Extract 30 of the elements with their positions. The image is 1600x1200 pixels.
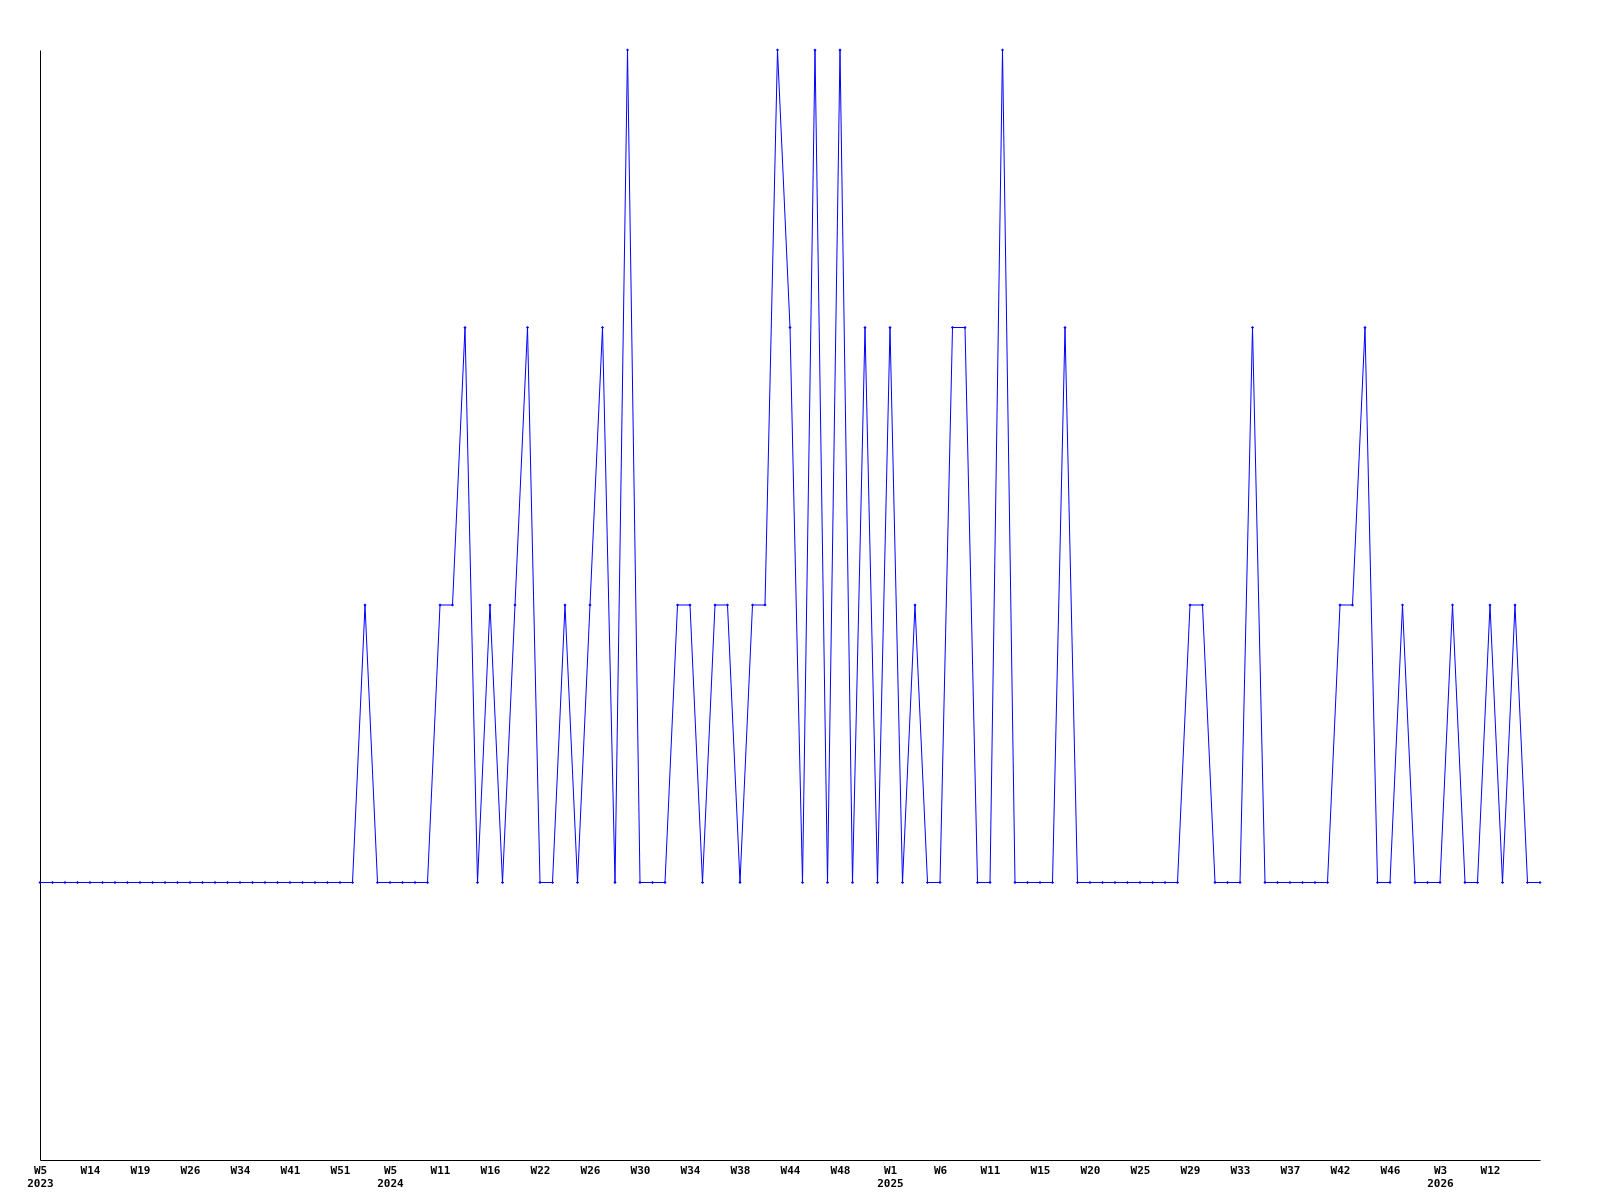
x-tick-label: W34 [680, 1163, 701, 1177]
x-tick-label: W12 [1480, 1163, 1501, 1177]
x-tick-label: W51 [330, 1163, 351, 1177]
x-tick-label: W16 [480, 1163, 501, 1177]
x-tick-label: W6 [933, 1163, 948, 1177]
x-tick-label: W11 [980, 1163, 1001, 1177]
x-tick-label: W34 [230, 1163, 251, 1177]
x-tick-label: W38 [730, 1163, 751, 1177]
x-tick-label: W33 [1230, 1163, 1251, 1177]
x-tick-label: W22 [530, 1163, 551, 1177]
x-tick-label: W44 [780, 1163, 801, 1177]
x-tick-label: W20 [1080, 1163, 1101, 1177]
x-tick-label: W41 [280, 1163, 301, 1177]
x-tick-label: W5 2024 [377, 1163, 405, 1190]
x-tick-label: W14 [80, 1163, 101, 1177]
x-tick-label: W26 [580, 1163, 601, 1177]
x-tick-label: W37 [1280, 1163, 1301, 1177]
x-tick-label: W42 [1330, 1163, 1351, 1177]
x-tick-label: W48 [830, 1163, 851, 1177]
x-tick-label: W5 2023 [27, 1163, 54, 1190]
x-tick-label: W3 2026 [1427, 1163, 1455, 1190]
x-tick-label: W26 [180, 1163, 201, 1177]
x-tick-label: W11 [430, 1163, 451, 1177]
x-tick-label: W15 [1030, 1163, 1051, 1177]
x-tick-label: W46 [1380, 1163, 1401, 1177]
x-tick-label: W19 [130, 1163, 151, 1177]
x-tick-label: W29 [1180, 1163, 1201, 1177]
x-tick-label: W1 2025 [877, 1163, 904, 1190]
x-tick-label: W30 [630, 1163, 651, 1177]
x-tick-label: W25 [1130, 1163, 1151, 1177]
